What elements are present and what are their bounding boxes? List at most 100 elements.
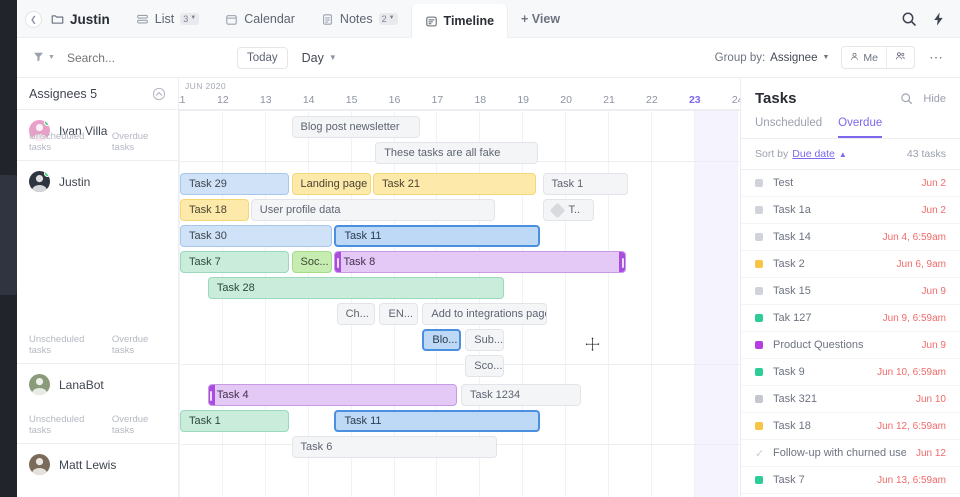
status-swatch[interactable] [755,395,763,403]
day-header-21[interactable]: 21 [603,94,615,106]
task-list-item[interactable]: Task 18 Jun 12, 6:59am [741,413,960,440]
me-filter-button[interactable]: Me [842,47,886,68]
task-bar[interactable]: Task 7 [180,251,290,273]
task-bar[interactable]: Task 11 [334,410,541,432]
status-swatch[interactable] [755,314,763,322]
day-header-24[interactable]: 24 [731,94,740,106]
task-bar[interactable]: Task 8 [334,251,627,273]
avatar[interactable] [29,171,50,192]
overdue-tasks-link[interactable]: Overdue tasks [111,131,149,153]
task-list-item[interactable]: Task 14 Jun 4, 6:59am [741,224,960,251]
more-options-button[interactable]: ⋯ [929,49,944,65]
day-header-20[interactable]: 20 [560,94,572,106]
resize-handle-left[interactable] [208,385,215,405]
status-swatch[interactable] [755,422,763,430]
task-list-item[interactable]: ✓ Follow-up with churned user Jun 12 [741,440,960,467]
assignee-row[interactable]: LanaBot [17,364,178,401]
search-input[interactable] [66,50,227,65]
group-by-select[interactable]: Group by: Assignee ▼ [715,52,830,64]
status-swatch[interactable] [755,341,763,349]
task-bar[interactable]: Landing page [291,173,371,195]
add-view-button[interactable]: + View [521,12,561,26]
overdue-tasks-link[interactable]: Overdue tasks [111,334,149,356]
day-header-14[interactable]: 14 [302,94,315,106]
task-bar[interactable]: Blo... [422,329,461,351]
day-header-12[interactable]: 12 [217,94,229,106]
collapse-all-icon[interactable] [152,87,166,101]
assignee-row[interactable]: Justin [17,161,178,198]
lightning-icon[interactable] [931,11,946,27]
task-bar[interactable]: Task 30 [180,225,333,247]
task-bar[interactable]: Task 1 [180,410,290,432]
task-list-item[interactable]: Tak 127 Jun 9, 6:59am [741,305,960,332]
task-bar[interactable]: Task 18 [180,199,249,221]
unscheduled-tasks-link[interactable]: Unscheduled tasks [29,334,85,356]
status-swatch[interactable] [755,287,763,295]
tasks-tab-unscheduled[interactable]: Unscheduled [755,117,823,129]
task-bar[interactable]: T.. [542,199,594,221]
status-swatch[interactable] [755,260,763,268]
task-bar[interactable]: These tasks are all fake [375,142,539,164]
day-header-11[interactable]: 11 [179,94,186,106]
day-header-13[interactable]: 13 [259,94,272,106]
tab-notes[interactable]: Notes 2 ▼ [308,0,411,38]
task-list-item[interactable]: Task 321 Jun 10 [741,386,960,413]
task-bar[interactable]: Sub... [465,329,504,351]
day-header-23[interactable]: 23 [688,94,701,106]
caret-up-icon[interactable]: ▲ [838,149,847,159]
filter-button[interactable]: ▼ [33,49,55,67]
day-header-19[interactable]: 19 [517,94,530,106]
status-swatch[interactable] [755,233,763,241]
assignee-row[interactable]: Matt Lewis [17,444,178,481]
task-list-item[interactable]: Test Jun 2 [741,170,960,197]
task-bar[interactable]: Soc... [291,251,333,273]
tab-calendar[interactable]: Calendar [212,0,308,38]
today-button[interactable]: Today [236,46,288,69]
day-header-18[interactable]: 18 [474,94,487,106]
task-list-item[interactable]: Product Questions Jun 9 [741,332,960,359]
tab-badge[interactable]: 3 ▼ [180,12,200,26]
task-bar[interactable]: Task 1234 [460,384,582,406]
sort-field-link[interactable]: Due date [792,148,835,160]
day-header-15[interactable]: 15 [345,94,358,106]
task-bar[interactable]: Sco... [465,355,504,377]
tasks-hide-button[interactable]: Hide [923,92,946,105]
unscheduled-tasks-link[interactable]: Unscheduled tasks [29,414,85,436]
task-bar[interactable]: User profile data [250,199,496,221]
task-list-item[interactable]: Task 1a Jun 2 [741,197,960,224]
day-header-17[interactable]: 17 [431,94,444,106]
status-swatch[interactable] [755,368,763,376]
task-bar[interactable]: Task 1 [542,173,629,195]
tasks-tab-overdue[interactable]: Overdue [838,117,883,138]
avatar[interactable] [29,454,50,475]
check-icon[interactable]: ✓ [755,447,765,460]
resize-handle-right[interactable] [619,252,626,272]
status-swatch[interactable] [755,179,763,187]
avatar[interactable] [29,120,50,141]
assignee-row[interactable]: Ivan Villa [17,110,178,147]
task-bar[interactable]: Ch... [336,303,376,325]
tab-badge[interactable]: 2 ▼ [378,12,398,26]
task-bar[interactable]: Task 21 [373,173,537,195]
task-bar[interactable]: Task 29 [180,173,290,195]
day-header-16[interactable]: 16 [388,94,401,106]
unscheduled-tasks-link[interactable]: Unscheduled tasks [29,131,85,153]
zoom-level-select[interactable]: Day ▼ [302,51,337,65]
tab-list[interactable]: List 3 ▼ [123,0,212,38]
breadcrumb-title[interactable]: Justin [37,0,123,38]
tab-timeline[interactable]: Timeline [410,4,509,38]
task-bar[interactable]: EN... [379,303,419,325]
avatar[interactable] [29,374,50,395]
day-header-22[interactable]: 22 [646,94,658,106]
task-list-item[interactable]: Task 9 Jun 10, 6:59am [741,359,960,386]
sidebar-collapse-button[interactable]: ❮ [25,11,42,28]
overdue-tasks-link[interactable]: Overdue tasks [111,414,149,436]
status-swatch[interactable] [755,206,763,214]
status-swatch[interactable] [755,476,763,484]
task-list-item[interactable]: Task 15 Jun 9 [741,278,960,305]
task-list-item[interactable]: Task 2 Jun 6, 9am [741,251,960,278]
task-bar[interactable]: Task 11 [334,225,541,247]
task-bar[interactable]: Blog post newsletter [291,116,421,138]
task-bar[interactable]: Task 4 [207,384,457,406]
tasks-search-icon[interactable] [900,92,913,105]
